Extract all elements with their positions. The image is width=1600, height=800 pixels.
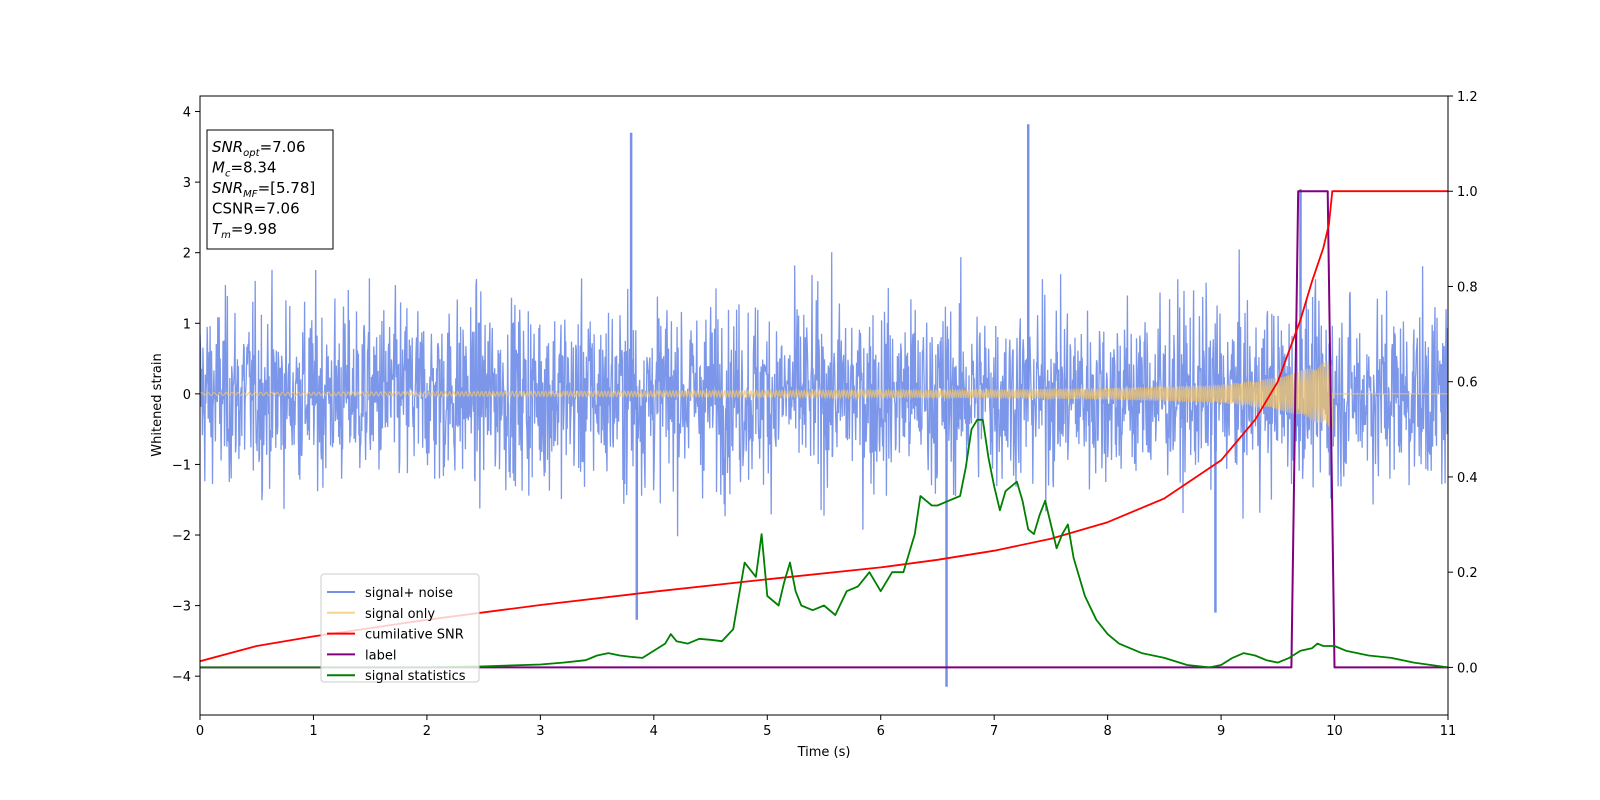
annotation-value: =8.34 <box>230 159 276 177</box>
y-left-tick-label: 1 <box>183 317 191 332</box>
y-left-tick-label: 4 <box>183 106 191 121</box>
x-axis-label: Time (s) <box>797 745 851 760</box>
legend-label: cumilative SNR <box>365 628 464 643</box>
plot-frame <box>199 95 1449 716</box>
annotation-symbol: SNR <box>212 179 243 197</box>
series-cumilative-snrline <box>200 190 1448 663</box>
annotation-subscript: opt <box>243 148 260 159</box>
y-left-tick-label: 0 <box>183 388 191 403</box>
y-left-tick-label: 2 <box>183 247 191 262</box>
x-tick-label: 7 <box>990 724 998 739</box>
annotation-symbol: M <box>212 159 225 177</box>
legend-label: signal statistics <box>365 669 466 684</box>
series-layer <box>200 124 1448 687</box>
x-tick-label: 3 <box>536 724 544 739</box>
annotation-symbol: CSNR <box>212 200 254 218</box>
y-left-tick-label: −4 <box>172 670 191 685</box>
annotation-line: SNRMF=[5.78] <box>212 179 315 200</box>
y-left-tick-label: 3 <box>183 176 191 191</box>
stats-annotation-box: SNRopt=7.06Mc=8.34SNRMF=[5.78]CSNR=7.06T… <box>206 129 334 250</box>
x-tick-label: 1 <box>309 724 317 739</box>
series-signal-statisticsline <box>200 418 1448 669</box>
y-right-tick-label: 0.6 <box>1457 376 1478 391</box>
axis-layer: 0 1 2 3 4 5 6 7 8 9 10 11 −4 −3 −2 −1 0 1 2 3 4 0.0 0.2 0.4 0.6 0… <box>172 90 1478 739</box>
legend-label: signal only <box>365 607 435 622</box>
annotation-subscript: MF <box>243 189 258 200</box>
legend-label: signal+ noise <box>365 586 453 601</box>
x-tick-label: 5 <box>763 724 771 739</box>
annotation-value: =[5.78] <box>258 179 316 197</box>
x-tick-label: 6 <box>877 724 885 739</box>
x-tick-label: 0 <box>196 724 204 739</box>
y-right-tick-label: 1.2 <box>1457 90 1478 105</box>
y-left-tick-label: −3 <box>172 600 191 615</box>
annotation-lines: SNRopt=7.06Mc=8.34SNRMF=[5.78]CSNR=7.06T… <box>212 138 315 241</box>
annotation-value: =7.06 <box>254 200 300 218</box>
legend-entries: signal+ noise signal only cumilative SNR la… <box>327 586 466 684</box>
annotation-line: CSNR=7.06 <box>212 200 300 218</box>
x-tick-label: 11 <box>1440 724 1457 739</box>
legend-label: label <box>365 648 396 663</box>
annotation-subscript: c <box>225 169 231 180</box>
annotation-symbol: T <box>212 220 223 238</box>
y-axis-label: Whitened strain <box>150 353 165 456</box>
x-tick-label: 10 <box>1326 724 1343 739</box>
x-tick-label: 9 <box>1217 724 1225 739</box>
x-tick-label: 8 <box>1103 724 1111 739</box>
series-labelline <box>200 190 1448 669</box>
series-signal-only-line <box>200 361 1448 430</box>
y-right-tick-label: 1.0 <box>1457 185 1478 200</box>
y-left-tick-label: −1 <box>172 458 191 473</box>
annotation-line: Tm=9.98 <box>212 220 277 241</box>
x-tick-label: 4 <box>650 724 658 739</box>
x-tick-label: 2 <box>423 724 431 739</box>
annotation-value: =7.06 <box>260 138 306 156</box>
annotation-line: Mc=8.34 <box>212 159 276 180</box>
y-left-tick-label: −2 <box>172 529 191 544</box>
y-right-tick-label: 0.2 <box>1457 566 1478 581</box>
y-right-tick-label: 0.0 <box>1457 661 1478 676</box>
legend-frame <box>320 573 480 683</box>
legend: signal+ noise signal only cumilative SNR la… <box>320 573 480 684</box>
annotation-value: =9.98 <box>231 220 277 238</box>
y-right-tick-label: 0.4 <box>1457 471 1478 486</box>
y-right-tick-label: 0.8 <box>1457 280 1478 295</box>
annotation-subscript: m <box>221 230 231 241</box>
annotation-symbol: SNR <box>212 138 243 156</box>
annotation-frame <box>206 129 334 250</box>
annotation-line: SNRopt=7.06 <box>212 138 306 159</box>
